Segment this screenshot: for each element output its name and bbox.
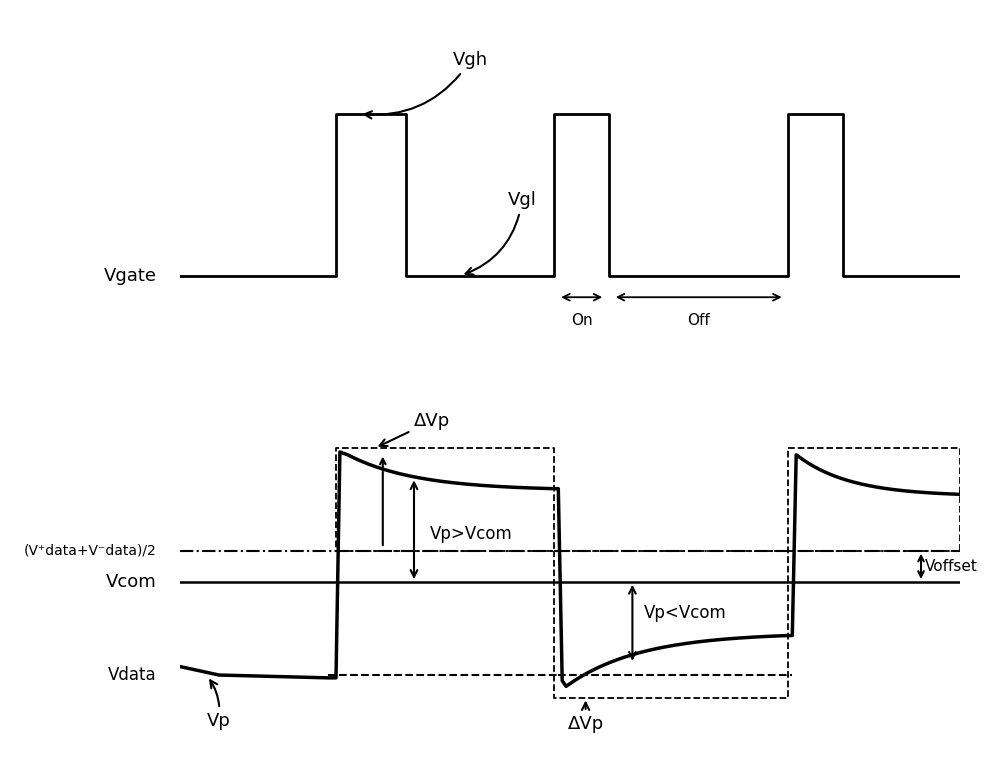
Text: ΔVp: ΔVp xyxy=(380,412,450,446)
Text: Vp>Vcom: Vp>Vcom xyxy=(430,525,512,543)
Text: Vp<Vcom: Vp<Vcom xyxy=(644,604,727,622)
Text: (V⁺data+V⁻data)/2: (V⁺data+V⁻data)/2 xyxy=(24,544,157,557)
Text: Vp: Vp xyxy=(207,681,231,730)
Text: Voffset: Voffset xyxy=(925,559,978,574)
Text: Vdata: Vdata xyxy=(108,666,157,684)
Text: Vgl: Vgl xyxy=(466,191,536,275)
Text: Vgh: Vgh xyxy=(364,51,488,119)
Text: On: On xyxy=(571,313,593,328)
Text: Off: Off xyxy=(687,313,710,328)
Text: Vgate: Vgate xyxy=(104,266,157,285)
Text: Vcom: Vcom xyxy=(106,573,157,591)
Text: ΔVp: ΔVp xyxy=(567,703,604,732)
